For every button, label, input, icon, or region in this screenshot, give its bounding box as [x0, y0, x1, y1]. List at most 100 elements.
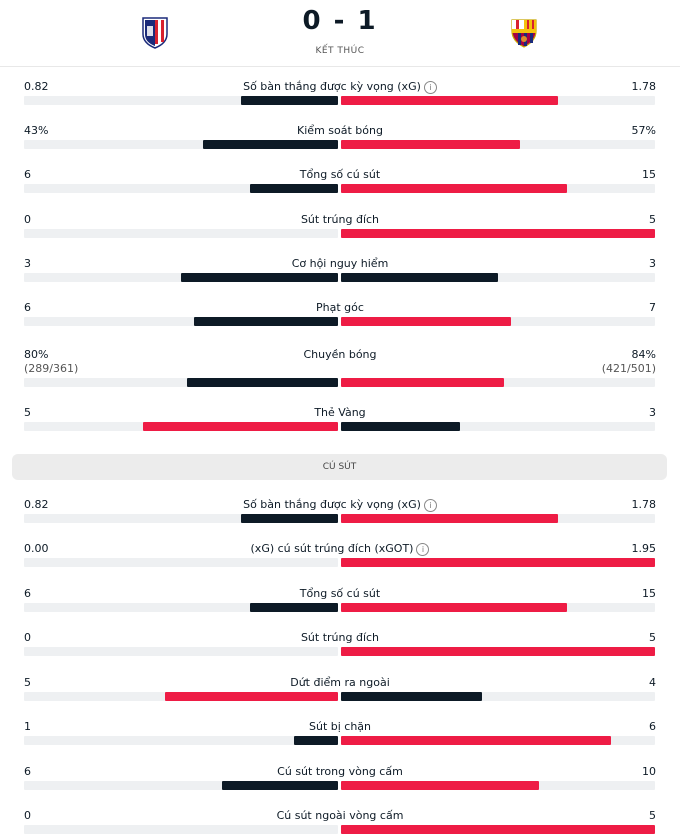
home-value: 3 — [24, 257, 31, 270]
away-value: 5 — [649, 213, 656, 226]
stat-values: 5 Thẻ Vàng 3 — [24, 406, 656, 420]
stat-label-text: Số bàn thắng được kỳ vọng (xG) — [243, 498, 421, 511]
away-bar-track — [341, 514, 655, 523]
barcelona-logo[interactable] — [504, 13, 544, 53]
home-value: 5 — [24, 406, 31, 419]
away-value: 84% — [631, 348, 656, 361]
away-value: 5 — [649, 809, 656, 822]
home-bar-track — [24, 229, 338, 238]
away-bar-fill — [341, 317, 511, 326]
home-bar-track — [24, 96, 338, 105]
away-subvalue: (421/501) — [601, 362, 656, 375]
stat-label: Cơ hội nguy hiểm — [24, 257, 656, 270]
away-bar-track — [341, 736, 655, 745]
home-bar-fill — [241, 514, 338, 523]
stat-label: Cú sút ngoài vòng cấm — [24, 809, 656, 822]
stat-label-text: (xG) cú sút trúng đích (xGOT) — [250, 542, 414, 555]
stat-label: (xG) cú sút trúng đích (xGOT) i — [24, 542, 656, 556]
stat-label: Số bàn thắng được kỳ vọng (xG) i — [24, 80, 656, 94]
atletico-madrid-logo[interactable] — [135, 13, 175, 53]
stat-label-text: Tổng số cú sút — [299, 587, 381, 600]
away-value: 7 — [649, 301, 656, 314]
home-bar-track — [24, 781, 338, 790]
atletico-crest-icon — [142, 17, 168, 49]
stat-label: Chuyền bóng — [24, 348, 656, 361]
away-value: 1.95 — [631, 542, 657, 555]
home-value: 6 — [24, 168, 31, 181]
away-bar-track — [341, 825, 655, 834]
home-subvalue: (289/361) — [24, 362, 79, 375]
home-bar-fill — [222, 781, 338, 790]
home-bar-track — [24, 736, 338, 745]
away-value: 1.78 — [631, 80, 657, 93]
stat-label-text: Sút trúng đích — [300, 631, 380, 644]
home-bar-fill — [165, 692, 338, 701]
stat-values: 0 Sút trúng đích 5 — [24, 213, 656, 227]
away-bar-track — [341, 273, 655, 282]
away-bar-fill — [341, 781, 539, 790]
away-value: 3 — [649, 257, 656, 270]
stat-label: Thẻ Vàng — [24, 406, 656, 419]
home-bar-track — [24, 184, 338, 193]
away-bar-fill — [341, 736, 611, 745]
stat-values: 0.82 Số bàn thắng được kỳ vọng (xG) i 1.78 — [24, 80, 656, 94]
home-value: 0.82 — [24, 498, 49, 511]
home-value: 6 — [24, 765, 31, 778]
away-bar-track — [341, 558, 655, 567]
home-value: 0.00 — [24, 542, 49, 555]
stat-label-text: Kiểm soát bóng — [297, 124, 383, 137]
home-value: 0.82 — [24, 80, 49, 93]
stat-values: 0 Cú sút ngoài vòng cấm 5 — [24, 809, 656, 823]
home-bar-fill — [250, 603, 338, 612]
away-value: 5 — [649, 631, 656, 644]
home-value: 5 — [24, 676, 31, 689]
stat-values: 6 Cú sút trong vòng cấm 10 — [24, 765, 656, 779]
home-value: 1 — [24, 720, 31, 733]
stat-label-text: Cú sút trong vòng cấm — [277, 765, 403, 778]
away-value: 15 — [642, 587, 656, 600]
home-bar-track — [24, 140, 338, 149]
home-bar-track — [24, 378, 338, 387]
info-icon[interactable]: i — [423, 80, 437, 94]
away-bar-fill — [341, 422, 460, 431]
stat-values: 5 Dứt điểm ra ngoài 4 — [24, 676, 656, 690]
stat-values: 80% Chuyền bóng 84% (289/361) (421/501) — [24, 348, 656, 375]
stat-label-text: Cơ hội nguy hiểm — [291, 257, 389, 270]
home-bar-track — [24, 825, 338, 834]
stat-label: Kiểm soát bóng — [24, 124, 656, 137]
home-value: 0 — [24, 213, 31, 226]
stat-label: Tổng số cú sút — [24, 587, 656, 600]
home-bar-fill — [203, 140, 338, 149]
stat-label-text: Sút trúng đích — [300, 213, 380, 226]
away-bar-track — [341, 96, 655, 105]
home-bar-track — [24, 514, 338, 523]
stat-label: Số bàn thắng được kỳ vọng (xG) i — [24, 498, 656, 512]
home-bar-fill — [181, 273, 338, 282]
home-bar-fill — [294, 736, 338, 745]
away-bar-track — [341, 422, 655, 431]
stat-label-text: Sút bị chặn — [308, 720, 372, 733]
home-value: 0 — [24, 631, 31, 644]
home-bar-track — [24, 422, 338, 431]
away-value: 15 — [642, 168, 656, 181]
away-value: 10 — [642, 765, 656, 778]
stat-values: 0 Sút trúng đích 5 — [24, 631, 656, 645]
stat-label-text: Tổng số cú sút — [299, 168, 381, 181]
away-value: 6 — [649, 720, 656, 733]
away-bar-fill — [341, 273, 498, 282]
away-bar-fill — [341, 603, 567, 612]
stat-values: 6 Tổng số cú sút 15 — [24, 587, 656, 601]
away-value: 57% — [631, 124, 656, 137]
stat-label: Cú sút trong vòng cấm — [24, 765, 656, 778]
info-icon[interactable]: i — [416, 542, 430, 556]
stat-values: 0.82 Số bàn thắng được kỳ vọng (xG) i 1.78 — [24, 498, 656, 512]
away-bar-track — [341, 603, 655, 612]
info-icon[interactable]: i — [423, 498, 437, 512]
stat-label: Sút bị chặn — [24, 720, 656, 733]
stat-values: 3 Cơ hội nguy hiểm 3 — [24, 257, 656, 271]
away-bar-fill — [341, 184, 567, 193]
stat-label: Phạt góc — [24, 301, 656, 314]
away-bar-track — [341, 184, 655, 193]
away-bar-track — [341, 229, 655, 238]
away-bar-fill — [341, 514, 558, 523]
